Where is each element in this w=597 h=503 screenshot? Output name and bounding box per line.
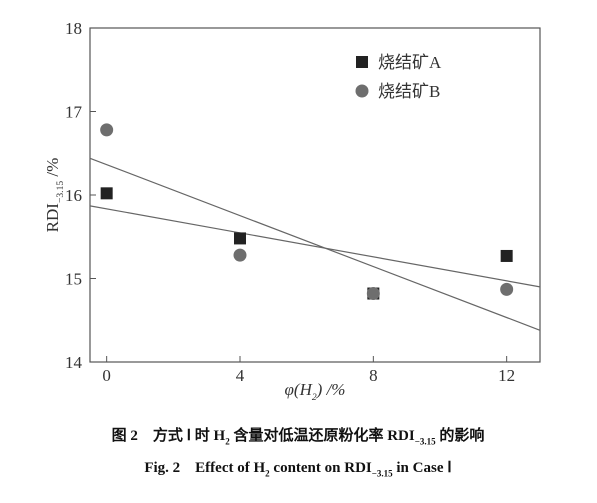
y-tick-label: 14	[65, 353, 83, 372]
text-part: RDI	[43, 203, 62, 233]
x-tick-label: 0	[102, 366, 111, 385]
square-marker	[234, 232, 246, 245]
caption-en: Fig. 2 Effect of H2 content on RDI−3.15 …	[144, 460, 451, 479]
text-part: 图 2 方式 Ⅰ 时 H	[112, 426, 226, 444]
x-tick-label: 12	[498, 366, 515, 385]
text-part: /%	[43, 158, 62, 181]
text-part: content on RDI	[270, 460, 372, 476]
y-tick-label: 17	[65, 103, 83, 122]
legend-marker	[355, 84, 369, 98]
subscript: −3.15	[415, 437, 436, 447]
legend-label: 烧结矿B	[378, 82, 440, 101]
subscript: −3.15	[55, 181, 66, 203]
subscript: −3.15	[372, 469, 393, 479]
text-part: Fig. 2 Effect of H	[144, 460, 265, 476]
y-tick-label: 18	[65, 19, 82, 38]
x-tick-label: 8	[369, 366, 378, 385]
subscript: 2	[265, 469, 270, 479]
plot-frame	[89, 27, 541, 363]
trend-line	[89, 205, 541, 288]
x-axis-label: φ(H2) /%	[285, 380, 346, 403]
square-marker	[500, 249, 513, 262]
y-axis-label: RDI−3.15 /%	[43, 158, 66, 233]
subscript: 2	[225, 437, 230, 447]
text-part: in Case Ⅰ	[393, 460, 452, 476]
circle-marker	[100, 123, 114, 137]
legend-marker	[356, 56, 368, 68]
y-tick-label: 16	[65, 186, 82, 205]
x-tick-label: 4	[236, 366, 245, 385]
circle-marker	[500, 282, 514, 296]
text-part: ) /%	[316, 380, 346, 399]
text-part: φ(H	[285, 380, 314, 399]
text-part: 含量对低温还原粉化率 RDI	[230, 426, 415, 444]
caption-cn: 图 2 方式 Ⅰ 时 H2 含量对低温还原粉化率 RDI−3.15 的影响	[112, 426, 485, 447]
text-part: 的影响	[436, 426, 485, 444]
square-marker	[100, 187, 113, 200]
subscript: 2	[312, 392, 317, 403]
circle-marker	[233, 248, 247, 262]
legend-label: 烧结矿A	[378, 53, 442, 72]
y-tick-label: 15	[65, 270, 82, 289]
trend-line	[89, 157, 541, 331]
circle-marker	[366, 287, 380, 301]
